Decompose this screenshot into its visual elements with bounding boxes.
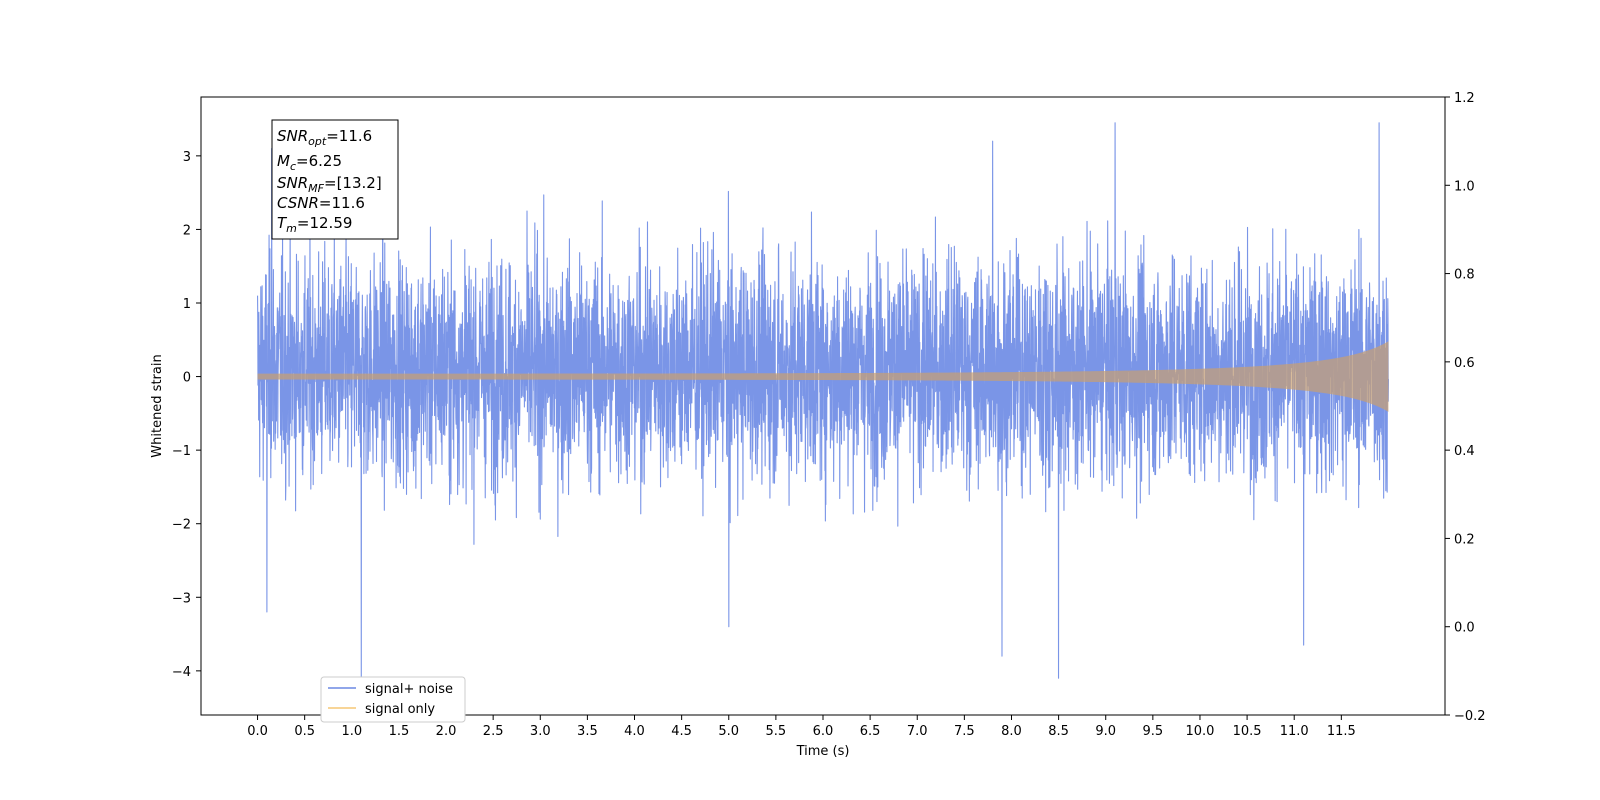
x-tick-label: 4.5 — [671, 724, 692, 739]
y-axis-right: 1.2 1.0 0.8 0.6 0.4 0.2 0.0 −0.2 — [1445, 91, 1486, 724]
y-tick-label: −3 — [172, 591, 191, 606]
x-tick-label: 11.5 — [1327, 724, 1356, 739]
x-tick-label: 1.5 — [389, 724, 410, 739]
x-tick-label: 5.5 — [766, 724, 787, 739]
annotation-snr-opt: SNRopt=11.6 — [277, 127, 372, 148]
series-line-signal-only — [257, 341, 1389, 412]
x-tick-label: 7.0 — [907, 724, 928, 739]
y-tick-label: −4 — [172, 665, 191, 680]
y-tick-label: 3 — [183, 150, 191, 165]
x-tick-label: 9.5 — [1143, 724, 1164, 739]
x-tick-label: 10.0 — [1185, 724, 1214, 739]
plot-area — [257, 122, 1389, 679]
x-tick-label: 0.5 — [294, 724, 315, 739]
annotation-mc: Mc=6.25 — [277, 152, 342, 173]
y-tick-label: −2 — [172, 518, 191, 533]
annotation-csnr: CSNR=11.6 — [277, 194, 365, 212]
series-line-signal-noise — [257, 122, 1389, 679]
y2-tick-label: −0.2 — [1454, 709, 1486, 724]
x-tick-label: 8.0 — [1001, 724, 1022, 739]
y2-tick-label: 0.8 — [1454, 268, 1475, 283]
y-tick-label: 0 — [183, 371, 191, 386]
y2-tick-label: 0.2 — [1454, 532, 1475, 547]
y2-tick-label: 0.4 — [1454, 444, 1475, 459]
y-tick-label: 2 — [183, 223, 191, 238]
x-tick-label: 3.0 — [530, 724, 551, 739]
x-tick-label: 1.0 — [341, 724, 362, 739]
x-tick-label: 5.0 — [718, 724, 739, 739]
x-tick-label: 4.0 — [624, 724, 645, 739]
y-axis-left: 3 2 1 0 −1 −2 −3 −4 — [172, 150, 201, 680]
x-tick-label: 8.5 — [1048, 724, 1069, 739]
y2-tick-label: 0.0 — [1454, 621, 1475, 636]
x-tick-label: 9.0 — [1095, 724, 1116, 739]
x-tick-label: 7.5 — [954, 724, 975, 739]
y-tick-label: −1 — [172, 444, 191, 459]
x-axis: 0.0 0.5 1.0 1.5 2.0 2.5 3.0 3.5 4.0 4.5 5.0 5.5 6.0 6… — [247, 715, 1356, 739]
annotation-snr-mf: SNRMF=[13.2] — [277, 174, 382, 195]
annotation-tm: Tm=12.59 — [277, 214, 352, 235]
legend-label-signal-noise: signal+ noise — [365, 682, 453, 697]
y2-tick-label: 0.6 — [1454, 356, 1475, 371]
y2-tick-label: 1.2 — [1454, 91, 1475, 106]
x-tick-label: 2.0 — [436, 724, 457, 739]
x-tick-label: 3.5 — [577, 724, 598, 739]
x-tick-label: 6.0 — [813, 724, 834, 739]
x-axis-label: Time (s) — [796, 744, 850, 759]
y-axis-label: Whitened strain — [150, 354, 165, 457]
y-tick-label: 1 — [183, 297, 191, 312]
y2-tick-label: 1.0 — [1454, 179, 1475, 194]
legend-label-signal-only: signal only — [365, 702, 435, 717]
x-tick-label: 2.5 — [483, 724, 504, 739]
x-tick-label: 6.5 — [860, 724, 881, 739]
x-tick-label: 0.0 — [247, 724, 268, 739]
legend: signal+ noise signal only — [320, 676, 466, 723]
x-tick-label: 10.5 — [1233, 724, 1262, 739]
annotation-box: SNRopt=11.6 Mc=6.25 SNRMF=[13.2] CSNR=11… — [271, 119, 399, 240]
x-tick-label: 11.0 — [1280, 724, 1309, 739]
